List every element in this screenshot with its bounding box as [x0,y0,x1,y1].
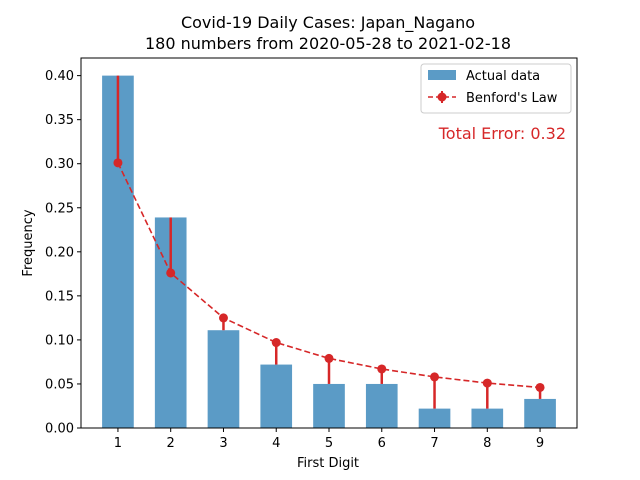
x-tick-label: 8 [483,436,491,451]
x-tick-label: 6 [378,436,386,451]
total-error-annotation: Total Error: 0.32 [438,124,566,143]
benford-point-digit-6 [377,364,387,374]
y-tick-label: 0.05 [45,377,74,392]
y-tick-label: 0.25 [45,201,74,216]
x-tick-label: 7 [430,436,438,451]
x-tick-label: 3 [219,436,227,451]
legend-label-actual: Actual data [466,69,540,84]
benford-point-digit-3 [218,313,228,323]
benford-point-digit-7 [430,372,440,382]
benford-point-digit-2 [166,268,176,278]
legend-marker-benford [437,92,447,102]
bar-digit-7 [418,408,451,428]
x-axis-label: First Digit [297,456,359,471]
bar-digit-9 [524,398,556,428]
legend: Actual data Benford's Law [420,63,572,114]
chart-title: Covid-19 Daily Cases: Japan_Nagano [181,13,475,33]
x-tick-label: 5 [325,436,333,451]
y-tick-label: 0.00 [45,422,74,437]
benford-point-digit-4 [271,338,281,348]
y-tick-label: 0.10 [45,333,74,348]
benford-point-digit-5 [324,353,334,363]
chart-subtitle: 180 numbers from 2020-05-28 to 2021-02-1… [145,34,511,53]
x-tick-label: 1 [114,436,122,451]
y-tick-label: 0.30 [45,157,74,172]
bar-digit-4 [260,364,293,428]
x-axis: 1 2 3 4 5 6 7 8 9 [114,428,544,451]
bar-digit-5 [313,383,345,428]
x-tick-label: 9 [536,436,544,451]
legend-label-benford: Benford's Law [466,91,558,106]
legend-swatch-actual [428,70,456,80]
y-tick-label: 0.20 [45,245,74,260]
plot-area [102,75,556,428]
benford-point-digit-9 [535,382,545,392]
y-tick-label: 0.40 [45,69,74,84]
benford-line [117,162,541,389]
x-tick-label: 2 [167,436,175,451]
x-tick-label: 4 [272,436,280,451]
y-tick-label: 0.15 [45,289,74,304]
y-tick-label: 0.35 [45,113,74,128]
bar-digit-8 [471,408,504,428]
legend-box [420,63,572,114]
bar-digit-3 [207,330,240,428]
y-axis: 0.00 0.05 0.10 0.15 0.20 0.25 0.30 0.35 0.40 [45,69,81,437]
y-axis-label: Frequency [21,209,36,276]
bar-digit-6 [365,383,398,428]
benford-point-digit-1 [113,158,123,168]
benford-point-digit-8 [482,378,492,388]
